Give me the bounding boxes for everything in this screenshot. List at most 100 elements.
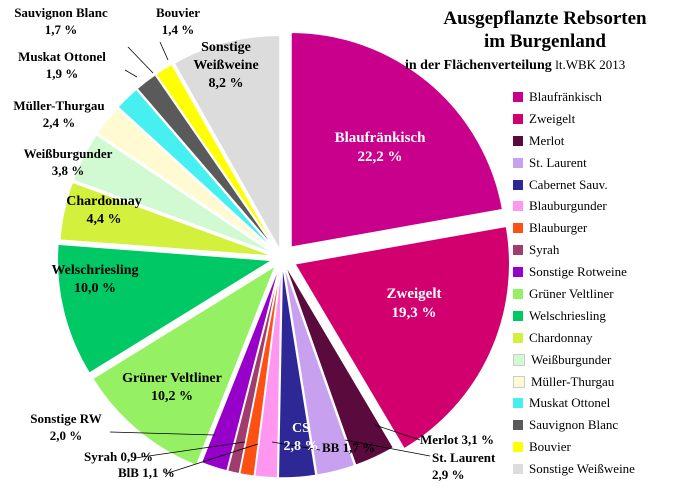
slice-chardonnay	[58, 181, 275, 258]
legend-label: Blauburgunder	[529, 198, 607, 214]
legend-label: Bouvier	[529, 439, 571, 455]
legend-item: Sonstige Weißweine	[513, 458, 698, 480]
legend-label: Chardonnay	[529, 329, 593, 345]
slice-label: Syrah 0,9 %	[84, 449, 153, 464]
legend-label: Blaufränkisch	[529, 88, 602, 104]
legend-swatch	[513, 310, 523, 321]
leader-line	[124, 69, 138, 78]
legend-swatch	[513, 157, 523, 168]
legend-item: Syrah	[513, 239, 698, 261]
slice-label: CS 2,8 %	[284, 421, 319, 454]
chart-subtitle: in der Flächenverteilung lt.WBK 2013	[405, 57, 625, 74]
slice-sonstige-weißweine	[173, 34, 281, 254]
legend-item: Welschriesling	[513, 305, 698, 327]
slice-label: Blaufränkisch 22,2 %	[335, 130, 427, 165]
slice-grüner-veltliner	[91, 263, 278, 467]
slice-label: Sauvignon Blanc 1,7 %	[14, 5, 108, 37]
slice-label: BB 1,7 %	[322, 440, 375, 455]
legend-swatch	[513, 464, 523, 475]
slice-st-laurent	[282, 262, 356, 477]
legend-item: Sauvignon Blanc	[513, 414, 698, 436]
slice-labels: Blaufränkisch 22,2 % Zweigelt 19,3 % Merlot …	[13, 5, 496, 482]
legend-item: Sonstige Rotweine	[513, 261, 698, 283]
legend-item: St. Laurent	[513, 152, 698, 174]
slice-müller-thurgau	[96, 106, 277, 254]
leader-line	[109, 431, 216, 436]
leader-lines	[109, 41, 431, 475]
legend-label: Syrah	[529, 242, 560, 258]
slice-muskat-ottonel	[116, 88, 278, 253]
legend-item: Weißburgunder	[513, 349, 698, 371]
slice-zweigelt	[293, 225, 511, 450]
legend-label: Sonstige Weißweine	[529, 461, 635, 477]
legend-swatch	[513, 375, 525, 388]
leader-line	[127, 46, 154, 74]
leader-line	[374, 424, 421, 441]
legend-label: Sonstige Rotweine	[529, 264, 627, 280]
leader-line	[164, 443, 259, 475]
legend-item: Bouvier	[513, 436, 698, 458]
legend-item: Muskat Ottonel	[513, 392, 698, 414]
legend-swatch	[513, 353, 525, 366]
legend-swatch	[513, 267, 523, 278]
legend-swatch	[513, 245, 523, 256]
legend-label: Welschriesling	[529, 307, 606, 323]
pie-slices	[56, 31, 511, 479]
legend-label: Grüner Veltliner	[529, 285, 614, 301]
legend-item: Müller-Thurgau	[513, 371, 698, 393]
slice-weißburgunder	[72, 133, 276, 256]
slice-label: BlB 1,1 %	[118, 465, 175, 480]
legend-label: St. Laurent	[529, 154, 587, 170]
chart-title-line1: Ausgepflanzte Rebsorten	[443, 8, 647, 29]
legend-swatch	[513, 223, 523, 234]
subtitle-text: in der Flächenverteilung	[405, 58, 552, 73]
slice-label: Weißburgunder 3,8 %	[24, 146, 113, 178]
legend-swatch	[513, 420, 523, 431]
slice-label: Sonstige Weißweine 8,2 %	[193, 40, 258, 91]
legend-label: Blauburger	[529, 220, 588, 236]
leader-line	[344, 439, 431, 457]
leader-line	[134, 441, 246, 459]
legend-item: Zweigelt	[513, 108, 698, 130]
legend-label: Cabernet Sauv.	[529, 176, 608, 192]
legend-swatch	[513, 179, 523, 190]
legend-swatch	[513, 113, 523, 124]
slice-blaufränkisch	[290, 31, 504, 249]
slice-sauvignon-blanc	[135, 73, 278, 253]
slice-label: Chardonnay 4,4 %	[66, 194, 141, 227]
legend-item: Grüner Veltliner	[513, 283, 698, 305]
legend-swatch	[513, 288, 523, 299]
legend-item: Cabernet Sauv.	[513, 174, 698, 196]
legend-swatch	[513, 201, 523, 212]
legend-label: Müller-Thurgau	[531, 373, 615, 389]
legend: Blaufränkisch Zweigelt Merlot St. Laurent Ca…	[513, 86, 698, 480]
slice-label: Zweigelt 19,3 %	[387, 286, 442, 321]
legend-swatch	[513, 442, 523, 453]
slice-bouvier	[154, 63, 279, 252]
legend-swatch	[513, 135, 523, 146]
chart-title-line2: im Burgenland	[484, 31, 606, 52]
legend-label: Weißburgunder	[531, 351, 612, 367]
slice-label: Grüner Veltliner 10,2 %	[122, 371, 222, 404]
legend-label: Zweigelt	[529, 110, 576, 126]
slice-label: Sonstige RW 2,0 %	[30, 411, 101, 443]
slice-label: St. Laurent 2,9 %	[432, 450, 496, 482]
slice-label: Merlot 3,1 %	[420, 432, 494, 447]
legend-label: Muskat Ottonel	[529, 395, 611, 411]
legend-item: Blauburger	[513, 217, 698, 239]
slice-label: Welschriesling 10,0 %	[51, 263, 138, 296]
leader-line	[271, 441, 321, 451]
legend-label: Sauvignon Blanc	[529, 417, 619, 433]
slice-welschriesling	[56, 243, 275, 375]
legend-item: Merlot	[513, 130, 698, 152]
slice-label: Muskat Ottonel 1,9 %	[18, 49, 106, 81]
legend-swatch	[513, 332, 523, 343]
leader-line	[159, 41, 169, 61]
slice-label: Müller-Thurgau 2,4 %	[13, 98, 104, 130]
legend-item: Blauburgunder	[513, 195, 698, 217]
legend-swatch	[513, 91, 523, 102]
legend-swatch	[513, 398, 523, 409]
slice-label: Bouvier 1,4 %	[156, 5, 200, 37]
slice-merlot	[283, 262, 395, 467]
